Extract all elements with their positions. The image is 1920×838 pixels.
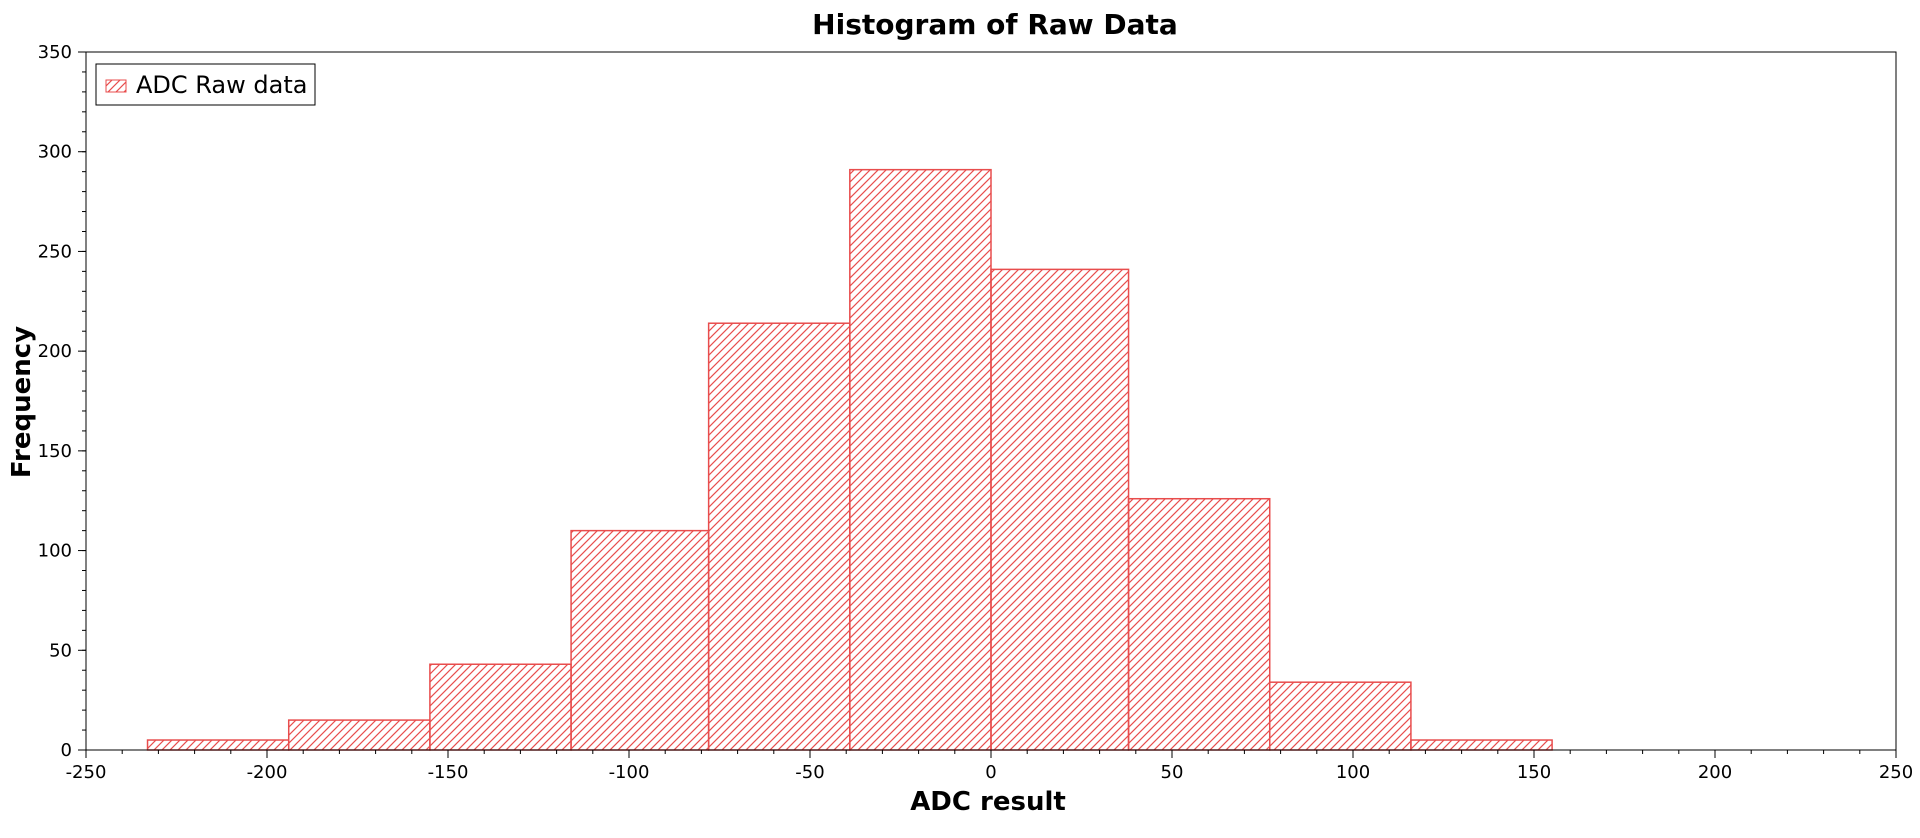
- histogram-bar-3: [570, 529, 710, 751]
- histogram-bar-8: [1268, 681, 1412, 751]
- x-tick-label: 0: [985, 762, 996, 783]
- legend-swatch: [105, 79, 127, 93]
- legend-box: [95, 63, 316, 106]
- y-tick-label: 250: [38, 241, 72, 262]
- x-tick-label: -200: [247, 762, 288, 783]
- y-tick-label: 50: [49, 640, 72, 661]
- chart-title: Histogram of Raw Data: [812, 8, 1178, 41]
- y-tick-label: 0: [61, 740, 72, 761]
- x-tick-label: -250: [66, 762, 107, 783]
- x-tick-label: 250: [1879, 762, 1913, 783]
- x-axis-label: ADC result: [910, 787, 1066, 817]
- x-tick-label: -150: [428, 762, 469, 783]
- y-tick-label: 100: [38, 541, 72, 562]
- bars-layer: [146, 168, 1553, 751]
- x-tick-label: -100: [609, 762, 650, 783]
- y-tick-label: 350: [38, 42, 72, 63]
- y-tick-label: 200: [38, 341, 72, 362]
- x-tick-label: 50: [1161, 762, 1184, 783]
- x-tick-label: 100: [1336, 762, 1370, 783]
- histogram-bar-6: [990, 268, 1130, 751]
- histogram-bar-5: [849, 168, 992, 751]
- histogram-bar-4: [707, 322, 851, 751]
- histogram-bar-7: [1127, 497, 1271, 751]
- y-tick-label: 300: [38, 142, 72, 163]
- y-tick-label: 150: [38, 441, 72, 462]
- histogram-bar-1: [287, 719, 431, 751]
- legend: ADC Raw data: [95, 63, 316, 106]
- histogram-bar-0: [146, 739, 290, 751]
- histogram-bar-9: [1410, 739, 1553, 751]
- legend-label: ADC Raw data: [136, 71, 307, 99]
- histogram-bar-2: [429, 663, 572, 751]
- x-tick-label: 150: [1517, 762, 1551, 783]
- y-axis-label: Frequency: [7, 326, 37, 478]
- x-tick-label: 200: [1698, 762, 1732, 783]
- x-tick-label: -50: [795, 762, 824, 783]
- axes-layer: -250 -200 -150 -100 -50 0 50 100 150 200 250 0 50 100…: [38, 42, 1914, 783]
